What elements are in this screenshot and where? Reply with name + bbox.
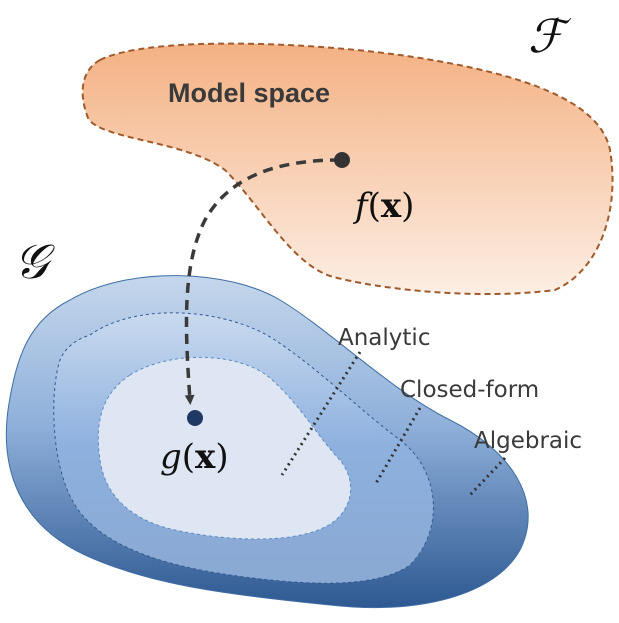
- f-x-point: [334, 152, 350, 168]
- model-space-title: Model space: [168, 78, 330, 108]
- closed-form-label: Closed-form: [400, 377, 539, 403]
- f-x-var: x: [381, 186, 402, 226]
- analytic-label: Analytic: [338, 325, 430, 351]
- analytic-leader: [280, 351, 362, 476]
- g-x-point: [187, 410, 203, 426]
- target-space-set-symbol: 𝒢: [14, 234, 55, 290]
- g-x-var: x: [195, 437, 216, 477]
- f-x-label: f(x): [352, 186, 414, 226]
- algebraic-leader: [468, 456, 507, 497]
- svg-text:f(x): f(x): [352, 186, 414, 226]
- model-space-region: [81, 42, 614, 296]
- mapping-arrow: [184, 158, 341, 405]
- analytic-region: [97, 356, 352, 540]
- svg-text:g(x): g(x): [160, 437, 229, 477]
- g-x-func: g: [160, 437, 182, 477]
- g-x-label: g(x): [160, 437, 229, 477]
- model-space-set-symbol: ℱ: [528, 9, 572, 63]
- algebraic-label: Algebraic: [474, 428, 582, 454]
